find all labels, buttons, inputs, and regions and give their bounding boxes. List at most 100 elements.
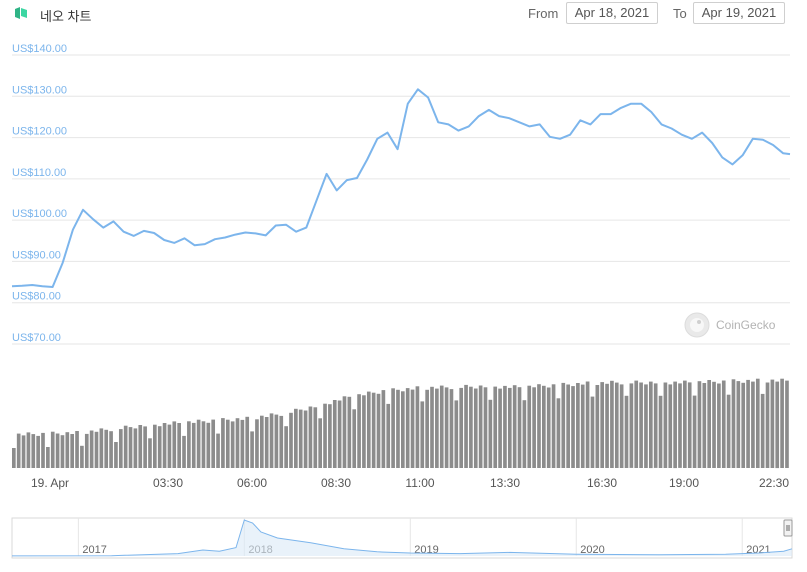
volume-bar: [444, 387, 449, 468]
volume-bar: [600, 382, 605, 468]
volume-bar: [566, 384, 570, 468]
volume-bar: [668, 384, 673, 468]
volume-bar: [512, 385, 517, 468]
volume-bar: [381, 390, 386, 468]
volume-bar: [726, 394, 731, 468]
volume-bar: [580, 384, 585, 468]
y-tick-label: US$90.00: [12, 249, 61, 261]
volume-bar: [104, 429, 109, 468]
volume-bar: [148, 438, 152, 468]
volume-bar: [692, 395, 697, 468]
volume-bar: [12, 448, 16, 468]
volume-bar: [493, 386, 498, 468]
volume-bar: [167, 424, 172, 468]
volume-bar: [206, 422, 211, 468]
volume-bar: [264, 417, 269, 468]
volume-bar: [517, 387, 522, 468]
volume-bar: [21, 435, 26, 468]
volume-bar: [634, 380, 639, 468]
volume-bar: [250, 431, 254, 468]
volume-bar: [527, 385, 532, 468]
volume-bar: [712, 381, 716, 468]
volume-bar: [532, 387, 536, 468]
volume-bar: [415, 386, 420, 468]
volume-bar: [153, 424, 157, 468]
volume-bar: [464, 384, 468, 468]
volume-bar: [65, 432, 70, 468]
volume-bar: [410, 389, 415, 468]
volume-bar: [551, 384, 556, 468]
volume-bar: [439, 385, 444, 468]
volume-bar: [386, 403, 391, 468]
x-tick-label: 16:30: [587, 476, 617, 490]
volume-bar: [542, 385, 546, 468]
navigator-year-label: 2020: [580, 544, 604, 556]
volume-bar: [376, 393, 381, 468]
volume-bar: [483, 387, 488, 468]
volume-bar: [785, 380, 789, 468]
volume-bar: [401, 391, 405, 468]
volume-bar: [16, 433, 21, 468]
volume-bar: [240, 419, 245, 468]
volume-bar: [731, 379, 736, 468]
volume-bar: [507, 387, 512, 468]
volume-bar: [143, 426, 147, 468]
volume-bar: [50, 431, 55, 468]
volume-bar: [760, 393, 765, 468]
volume-bar: [41, 432, 45, 468]
volume-bar: [702, 383, 707, 468]
volume-bar: [337, 400, 342, 468]
volume-bar: [328, 404, 332, 468]
volume-bar: [610, 380, 614, 468]
volume-bar: [201, 421, 206, 468]
volume-bar: [435, 388, 439, 468]
volume-bar: [284, 426, 288, 468]
chart-title: 네오 차트: [40, 9, 92, 24]
volume-bar: [469, 386, 473, 468]
navigator-line: [11, 519, 793, 557]
chart-header: 네오 차트 From Apr 18, 2021 To Apr 19, 2021: [0, 0, 807, 28]
volume-bar: [449, 389, 454, 468]
volume-bar: [289, 412, 293, 468]
y-axis-labels: US$70.00 US$80.00 US$90.00 US$100.00 US$110.…: [12, 43, 67, 344]
volume-bar: [46, 447, 50, 468]
volume-bar: [595, 385, 600, 468]
volume-bar: [323, 403, 327, 468]
x-tick-label: 19. Apr: [31, 476, 69, 490]
volume-bar: [405, 388, 410, 468]
volume-bar: [721, 380, 726, 468]
volume-bar: [109, 431, 113, 468]
x-tick-label: 08:30: [321, 476, 351, 490]
volume-bar: [274, 414, 279, 468]
volume-bar: [80, 445, 84, 468]
volume-bar: [230, 421, 235, 468]
x-axis-labels: 19. Apr 03:30 06:00 08:30 11:00 13:30 16:30 19:…: [31, 476, 789, 490]
volume-bar: [687, 382, 692, 468]
volume-bar: [454, 400, 459, 468]
volume-bar: [658, 395, 663, 468]
neo-logo-icon: [15, 7, 27, 19]
to-label: To: [673, 6, 687, 21]
navigator-handle[interactable]: [783, 519, 793, 537]
volume-bar: [576, 383, 580, 468]
volume-bar: [629, 383, 634, 468]
volume-bar: [128, 427, 133, 468]
volume-bar: [123, 425, 128, 468]
volume-bar: [318, 418, 322, 468]
from-date-input[interactable]: Apr 18, 2021: [566, 2, 658, 24]
y-tick-label: US$70.00: [12, 332, 61, 344]
volume-bar: [391, 388, 395, 468]
volume-bar: [298, 409, 303, 468]
volume-bar: [216, 433, 220, 468]
volume-bar: [488, 399, 493, 468]
volume-bar: [357, 394, 361, 468]
volume-bar: [430, 386, 434, 468]
volume-bar: [648, 381, 653, 469]
volume-bar: [138, 425, 143, 468]
volume-bar: [585, 381, 590, 468]
navigator[interactable]: 20172018201920202021: [11, 517, 793, 559]
volume-bar: [187, 421, 191, 468]
volume-bar: [162, 423, 167, 468]
to-date-input[interactable]: Apr 19, 2021: [693, 2, 785, 24]
